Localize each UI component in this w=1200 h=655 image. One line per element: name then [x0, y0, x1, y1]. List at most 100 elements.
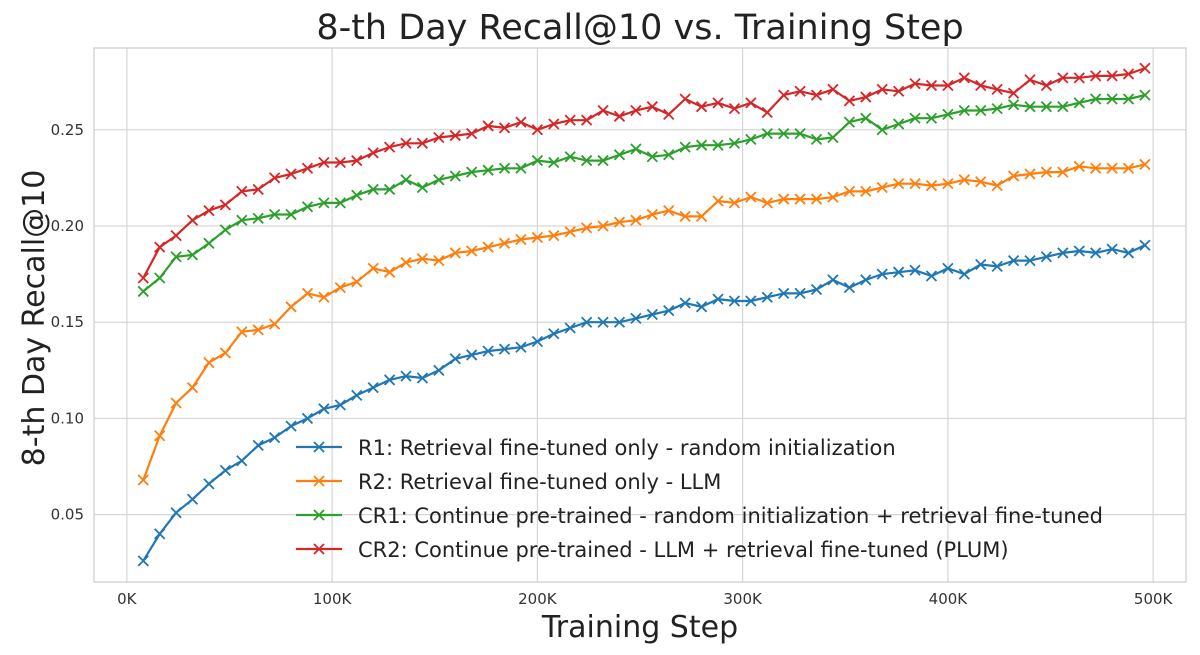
- series-r2-marker: [433, 255, 445, 267]
- series-r2: [137, 158, 1151, 486]
- series-cr1-marker: [761, 127, 773, 140]
- series-r2-marker: [712, 195, 724, 207]
- series-cr2-marker: [876, 83, 888, 96]
- series-cr2-marker: [367, 147, 379, 159]
- series-cr1-marker: [860, 112, 872, 124]
- series-cr1-marker: [991, 102, 1003, 115]
- series-cr1-marker: [975, 104, 987, 117]
- series-r1-marker: [252, 439, 264, 452]
- x-tick-label: 100K: [313, 590, 353, 608]
- series-cr2-marker: [498, 122, 511, 134]
- series-r2-marker: [137, 474, 149, 486]
- series-r2-marker: [778, 193, 790, 205]
- series-r1-marker: [745, 295, 757, 307]
- series-cr1-marker: [482, 164, 494, 176]
- series-cr1-marker: [745, 133, 757, 146]
- series-r1-marker: [613, 316, 626, 328]
- series-cr1-marker: [1139, 89, 1151, 101]
- series-r1-marker: [186, 493, 199, 505]
- series-r2-marker: [268, 318, 281, 330]
- series-r1-marker: [810, 283, 823, 296]
- series-cr1-marker: [137, 285, 149, 298]
- series-r2-marker: [400, 256, 412, 269]
- y-tick-label: 0.20: [51, 217, 84, 235]
- legend-item-r2: R2: Retrieval fine-tuned only - LLM: [296, 470, 721, 494]
- series-cr2-marker: [1090, 70, 1102, 82]
- series-cr1-marker: [318, 197, 330, 209]
- series-r2-marker: [318, 291, 330, 303]
- series-r1-marker: [827, 274, 839, 286]
- series-r1-marker: [712, 293, 724, 305]
- series-r2-marker: [1057, 166, 1069, 178]
- series-r1-marker: [1024, 255, 1036, 267]
- series-cr2-marker: [580, 114, 593, 126]
- series-cr2-marker: [400, 137, 412, 149]
- series-cr2-marker: [318, 156, 330, 169]
- series-r2-marker: [958, 174, 970, 186]
- series-cr2-marker: [203, 204, 215, 217]
- series-cr1-marker: [466, 166, 478, 178]
- series-r2-marker: [564, 226, 576, 238]
- series-cr2-marker: [301, 162, 314, 174]
- series-r2-marker: [975, 176, 987, 188]
- series-cr2-marker: [154, 241, 166, 253]
- series-cr1-marker: [1057, 101, 1069, 113]
- series-r1-marker: [991, 260, 1003, 273]
- series-cr2-marker: [1024, 74, 1036, 86]
- series-r1-marker: [416, 372, 429, 384]
- series-cr1-marker: [613, 149, 626, 161]
- series-cr1-marker: [219, 224, 232, 236]
- series-cr1-marker: [909, 112, 921, 124]
- y-tick-label: 0.05: [51, 506, 84, 524]
- series-cr1-marker: [1007, 99, 1020, 111]
- series-r1-marker: [383, 374, 396, 386]
- series-r1-marker: [482, 345, 494, 357]
- series-r2-marker: [663, 204, 675, 217]
- series-r2-marker: [548, 229, 560, 242]
- series-r1-marker: [285, 420, 297, 432]
- series-r1-marker: [1122, 247, 1135, 259]
- series-r1-marker: [958, 268, 970, 280]
- series-cr1-marker: [925, 112, 938, 124]
- series-r1-marker: [170, 507, 182, 519]
- legend-marker: [313, 543, 325, 555]
- chart-title: 8-th Day Recall@10 vs. Training Step: [316, 8, 963, 48]
- y-axis-label: 8-th Day Recall@10: [17, 170, 52, 467]
- series-r2-marker: [876, 181, 888, 194]
- series-cr1-marker: [646, 151, 658, 163]
- series-r2-marker: [170, 397, 182, 409]
- series-cr1-marker: [630, 143, 642, 155]
- series-r2-marker: [1007, 170, 1020, 182]
- series-cr1-marker: [663, 149, 675, 161]
- legend-marker: [313, 475, 325, 487]
- series-r1-marker: [794, 287, 806, 299]
- series-r2-marker: [351, 276, 363, 288]
- series-cr1-marker: [876, 124, 888, 136]
- series-cr1-marker: [712, 139, 724, 151]
- series-r1-marker: [1139, 239, 1151, 251]
- series-r1-marker: [975, 258, 987, 271]
- series-cr2-marker: [449, 129, 461, 142]
- series-r2-marker: [761, 197, 773, 209]
- series-cr1-marker: [843, 116, 856, 128]
- series-cr2-marker: [991, 83, 1003, 96]
- series-cr1-marker: [498, 162, 511, 174]
- y-tick-label: 0.25: [51, 121, 84, 139]
- series-cr2-marker: [334, 156, 346, 169]
- series-cr1-marker: [728, 137, 741, 149]
- series-cr2-marker: [433, 131, 445, 144]
- series-cr2-marker: [1007, 87, 1020, 99]
- x-tick-label: 500K: [1134, 590, 1174, 608]
- series-r1-marker: [268, 432, 281, 444]
- series-r2-marker: [695, 210, 708, 223]
- series-cr1-marker: [154, 272, 166, 284]
- series-cr1-marker: [449, 170, 461, 182]
- series-r1-marker: [154, 528, 166, 540]
- series-cr2-marker: [1057, 72, 1069, 84]
- series-cr1-marker: [1024, 101, 1036, 113]
- series-r1: [137, 239, 1151, 567]
- legend-label: R1: Retrieval fine-tuned only - random i…: [358, 436, 896, 460]
- series-cr2-marker: [679, 93, 691, 105]
- series-r2-marker: [679, 210, 691, 223]
- legend-item-r1: R1: Retrieval fine-tuned only - random i…: [296, 436, 896, 460]
